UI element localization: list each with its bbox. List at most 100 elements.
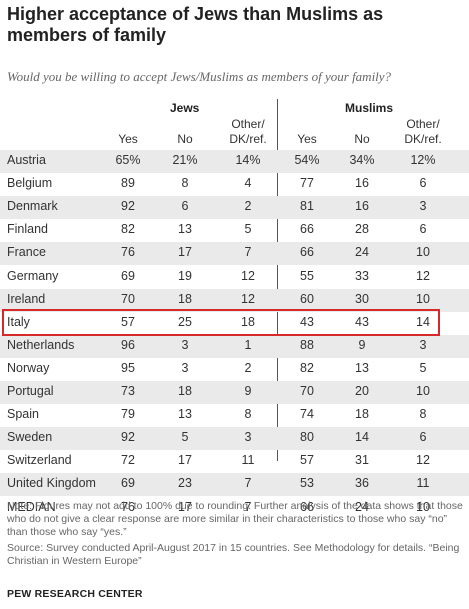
table-cell: 1 [244, 337, 252, 352]
table-cell: 18 [178, 291, 192, 306]
table-cell: 69 [121, 476, 135, 491]
table-cell: 43 [355, 314, 369, 329]
table-cell: 12 [241, 291, 255, 306]
italy-highlight-box [2, 308, 440, 336]
table-row: Sweden 92 5 3 80 14 6 [0, 427, 469, 451]
table-cell: 57 [300, 453, 314, 468]
table-cell: 10 [416, 245, 430, 260]
table-row: Spain 79 13 8 74 18 8 [0, 404, 469, 427]
column-header: No [354, 132, 370, 146]
table-cell: 17 [178, 499, 192, 514]
table-cell: 12% [410, 153, 436, 167]
table-cell: 82 [121, 222, 135, 237]
table-cell: 9 [244, 384, 252, 398]
table-cell: 70 [300, 384, 314, 398]
footnote: Note: Figures may not add to 100% due to… [7, 500, 463, 538]
table-cell: 2 [244, 360, 252, 375]
table-cell: 21% [172, 153, 198, 167]
pew-brand: PEW RESEARCH CENTER [7, 588, 143, 600]
table-row: Austria 65% 21% 14% 54% 34% 12% [0, 150, 469, 174]
table-cell: 16 [355, 176, 369, 191]
group-header-jews: Jews [170, 101, 200, 115]
table-cell: 66 [300, 245, 314, 260]
table-cell: 92 [121, 199, 135, 214]
table-cell: 5 [244, 222, 252, 237]
table-cell: 31 [355, 453, 369, 468]
table-cell: 3 [419, 337, 427, 352]
table-cell: 70 [121, 291, 135, 306]
table-cell: 88 [300, 337, 314, 352]
table-cell: 5 [181, 430, 189, 445]
table-cell: 14 [355, 430, 369, 445]
table-cell: 24 [355, 245, 369, 260]
table-row: Finland 82 13 5 66 28 6 [0, 219, 469, 242]
table-cell: 12 [416, 453, 430, 468]
column-header: Yes [118, 132, 138, 146]
table-cell: 23 [178, 476, 192, 491]
table-cell: 3 [181, 337, 189, 352]
column-header: No [177, 132, 193, 146]
table-cell: 19 [178, 268, 192, 283]
table-cell: 14% [235, 153, 261, 167]
table-cell: 9 [358, 337, 366, 352]
table-cell: 80 [300, 430, 314, 445]
source-note: Source: Survey conducted April-August 20… [7, 542, 460, 567]
table-cell: 76 [121, 499, 135, 514]
country-label: MEDIAN [7, 499, 56, 514]
table-cell: 2 [244, 199, 252, 214]
table-cell: 66 [300, 222, 314, 237]
table-cell: 72 [121, 453, 135, 468]
table-cell: 24 [355, 499, 369, 514]
table-cell: 74 [300, 407, 314, 422]
table-cell: 6 [419, 222, 427, 237]
table-cell: 6 [419, 430, 427, 445]
table-cell: 6 [181, 199, 189, 214]
table-row: Ireland 70 18 12 60 30 10 [0, 288, 469, 312]
table-cell: 43 [300, 314, 314, 329]
country-label: Belgium [7, 176, 53, 191]
table-row: Germany 69 19 12 55 33 12 [0, 266, 469, 289]
table-cell: 12 [416, 268, 430, 283]
table-cell: 12 [241, 268, 255, 283]
table-cell: 5 [419, 360, 427, 375]
column-header: Other/DK/ref. [404, 117, 442, 146]
table-cell: 69 [121, 268, 135, 283]
table-cell: 76 [121, 245, 135, 260]
table-cell: 3 [244, 430, 252, 445]
table-cell: 81 [300, 199, 314, 214]
table-row: MEDIAN 76 17 7 66 24 10 [0, 497, 469, 520]
table-cell: 17 [178, 453, 192, 468]
country-label: France [7, 245, 46, 260]
table-row: Switzerland 72 17 11 57 31 12 [0, 450, 469, 473]
table-cell: 57 [121, 314, 135, 329]
table-cell: 16 [355, 199, 369, 214]
column-header: Other/DK/ref. [229, 117, 267, 146]
table-cell: 14 [416, 314, 430, 329]
table-cell: 82 [300, 360, 314, 375]
chart-subtitle: Would you be willing to accept Jews/Musl… [7, 69, 392, 84]
table-cell: 18 [178, 384, 192, 398]
table-cell: 95 [121, 360, 135, 375]
table-cell: 11 [241, 453, 255, 468]
table-cell: 7 [244, 499, 252, 514]
country-label: United Kingdom [7, 476, 96, 491]
table-cell: 10 [416, 384, 430, 398]
table-cell: 30 [355, 291, 369, 306]
table-cell: 25 [178, 314, 192, 329]
table-cell: 28 [355, 222, 369, 237]
table-cell: 13 [178, 407, 192, 422]
table-cell: 4 [244, 176, 252, 191]
table-cell: 54% [294, 153, 320, 167]
country-label: Norway [7, 360, 50, 375]
table-cell: 20 [355, 384, 369, 398]
table-row: France 76 17 7 66 24 10 [0, 242, 469, 266]
table-cell: 11 [416, 476, 430, 491]
table-cell: 96 [121, 337, 135, 352]
table-row: United Kingdom 69 23 7 53 36 11 [0, 473, 469, 497]
table-cell: 3 [181, 360, 189, 375]
table-row: Netherlands 96 3 1 88 9 3 [0, 334, 469, 358]
table-cell: 55 [300, 268, 314, 283]
table-cell: 10 [416, 291, 430, 306]
table-cell: 53 [300, 476, 314, 491]
country-label: Switzerland [7, 453, 72, 468]
